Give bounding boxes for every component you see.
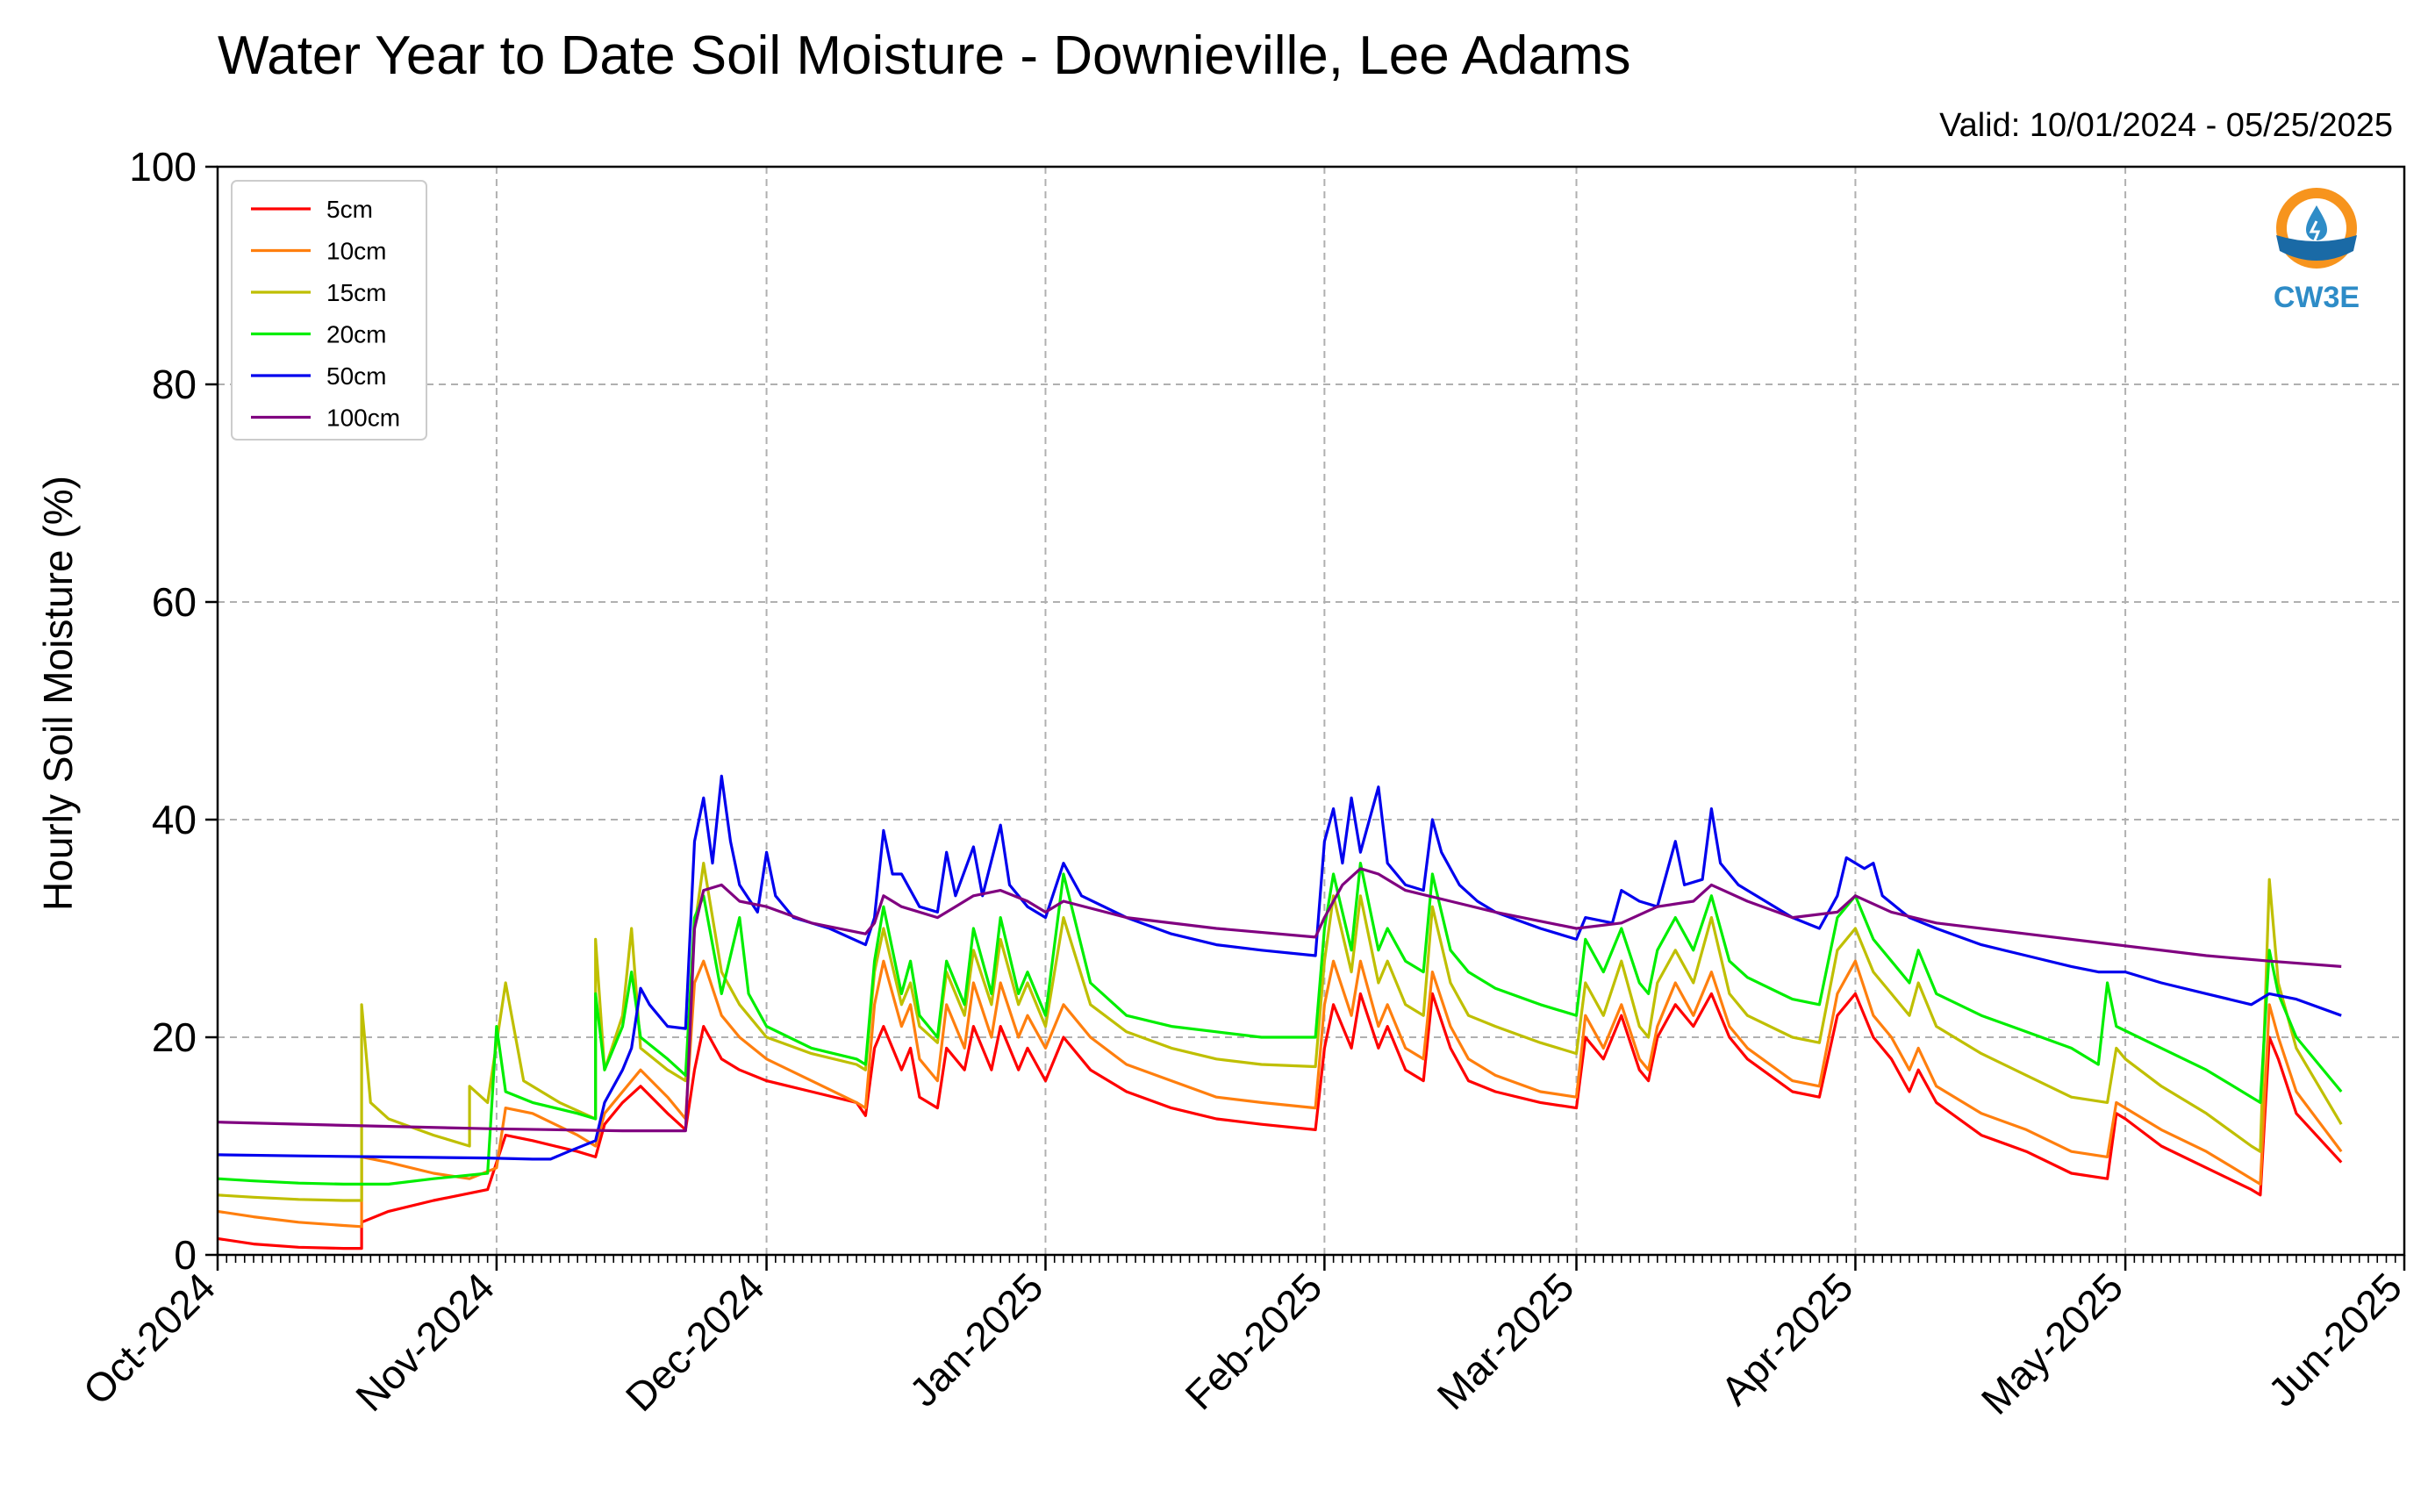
x-tick-label: Dec-2024: [617, 1264, 773, 1420]
cw3e-logo-text: CW3E: [2273, 281, 2360, 314]
legend-label-5cm: 5cm: [326, 196, 373, 223]
y-tick-label: 100: [129, 144, 197, 190]
series-line-10cm: [217, 959, 2343, 1229]
y-tick-label: 80: [152, 362, 197, 407]
legend-label-50cm: 50cm: [326, 362, 386, 390]
legend-label-100cm: 100cm: [326, 405, 400, 432]
valid-date-range: Valid: 10/01/2024 - 05/25/2025: [1939, 107, 2393, 144]
series-line-5cm: [217, 992, 2343, 1250]
series-line-50cm: [217, 774, 2342, 1161]
series-line-15cm: [217, 862, 2343, 1202]
y-tick-label: 0: [174, 1232, 197, 1278]
cw3e-logo: CW3E: [2264, 183, 2369, 323]
x-tick-label: Jan-2025: [900, 1264, 1051, 1415]
cw3e-logo-icon: [2276, 188, 2357, 269]
y-tick-label: 40: [152, 797, 197, 842]
x-tick-label: Apr-2025: [1712, 1264, 1862, 1414]
chart-title: Water Year to Date Soil Moisture - Downi…: [218, 25, 1631, 86]
x-tick-label: Nov-2024: [347, 1264, 503, 1420]
x-tick-label: Jun-2025: [2260, 1264, 2410, 1415]
legend-label-10cm: 10cm: [326, 238, 386, 265]
legend: 5cm 10cm 15cm 20cm 50cm 100cm: [231, 180, 427, 441]
series-line-100cm: [217, 867, 2342, 1133]
x-tick-label: Feb-2025: [1176, 1264, 1330, 1418]
y-tick-label: 60: [152, 579, 197, 625]
x-tick-label: Oct-2024: [75, 1264, 225, 1414]
x-tick-label: May-2025: [1973, 1264, 2131, 1422]
y-tick-label: 20: [152, 1014, 197, 1060]
x-tick-label: Mar-2025: [1429, 1264, 1583, 1418]
plot-area: [218, 167, 2404, 1255]
axes-frame: [216, 165, 2406, 1257]
series-line-20cm: [217, 862, 2343, 1186]
legend-label-15cm: 15cm: [326, 279, 386, 306]
legend-label-20cm: 20cm: [326, 321, 386, 348]
